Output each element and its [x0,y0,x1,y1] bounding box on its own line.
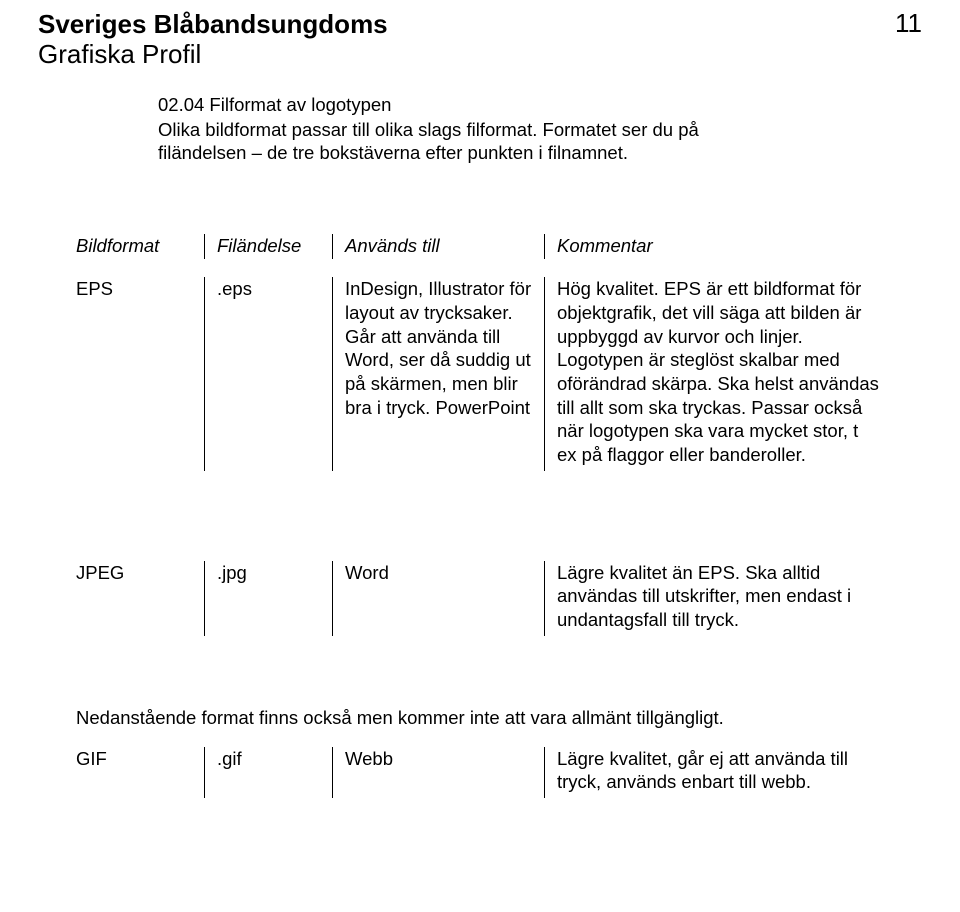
col-bildformat: Bildformat [76,234,204,259]
cell-comment: Hög kvalitet. EPS är ett bildformat för … [544,277,894,470]
section-body: Olika bildformat passar till olika slags… [158,118,718,164]
cell-used: Word [332,561,544,636]
col-filandelse: Filändelse [204,234,332,259]
note-text: Nedanstående format finns också men komm… [76,706,922,729]
format-table: Bildformat Filändelse Används till Komme… [76,234,922,636]
cell-format: EPS [76,277,204,470]
col-kommentar: Kommentar [544,234,894,259]
cell-format: JPEG [76,561,204,636]
cell-used: InDesign, Illustrator för layout av tryc… [332,277,544,470]
cell-ext: .gif [204,747,332,798]
page-number: 11 [895,8,922,39]
cell-used: Webb [332,747,544,798]
cell-format: GIF [76,747,204,798]
cell-comment: Lägre kvalitet än EPS. Ska alltid använd… [544,561,894,636]
document-title: Sveriges Blåbandsungdoms Grafiska Profil [38,10,922,70]
section-heading: 02.04 Filformat av logotypen [158,94,718,116]
table-row: EPS .eps InDesign, Illustrator för layou… [76,277,922,470]
cell-comment: Lägre kvalitet, går ej att använda till … [544,747,894,798]
cell-ext: .eps [204,277,332,470]
cell-ext: .jpg [204,561,332,636]
table-header-row: Bildformat Filändelse Används till Komme… [76,234,922,259]
section-intro: 02.04 Filformat av logotypen Olika bildf… [158,94,718,164]
table-row: JPEG .jpg Word Lägre kvalitet än EPS. Sk… [76,561,922,636]
format-table-extra: GIF .gif Webb Lägre kvalitet, går ej att… [76,747,922,798]
table-row: GIF .gif Webb Lägre kvalitet, går ej att… [76,747,922,798]
title-line-1: Sveriges Blåbandsungdoms [38,10,922,40]
title-line-2: Grafiska Profil [38,40,922,70]
col-anvands-till: Används till [332,234,544,259]
document-page: 11 Sveriges Blåbandsungdoms Grafiska Pro… [0,0,960,912]
